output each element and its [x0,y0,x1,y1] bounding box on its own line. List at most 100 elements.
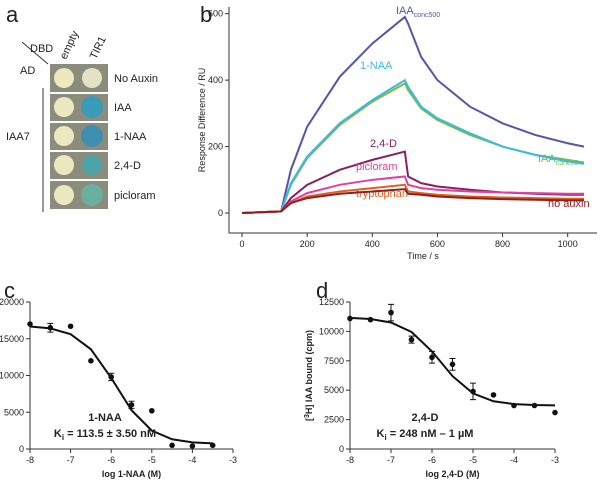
y-tick-label: 200 [208,142,223,152]
data-point [367,316,374,323]
ki-label: K [54,428,62,440]
y-axis-label: [3H] IAA bound (cpm) [304,330,314,421]
row-label: picloram [114,190,156,202]
y-tick-label: 400 [208,75,223,85]
series-sub: conc500 [414,12,441,19]
series-name: IAA [396,5,414,17]
panel-label: b [200,2,212,27]
series-label: no auxin [548,198,590,210]
y-tick-label: 12500 [319,297,344,307]
series-label: 1-NAA [360,60,393,72]
x-tick-label: -6 [107,455,115,465]
x-tick-label: 600 [430,239,445,249]
data-point [429,354,435,361]
group-label: IAA7 [6,131,30,143]
col-header: DBD [30,43,53,55]
x-tick-label: -3 [551,455,559,465]
data-point [552,409,558,416]
y-tick-label: 7500 [324,356,344,366]
data-point [128,402,135,408]
x-tick-label: 800 [495,239,510,249]
series-line [241,78,585,215]
ki-sub: i [384,433,386,442]
fit-curve [29,325,213,445]
row-header: AD [20,65,35,77]
series-sub: conc50 [556,160,579,167]
data-point [388,309,394,316]
x-tick-label: -5 [469,455,477,465]
data-point [531,402,538,409]
ki-label: K [377,428,385,440]
x-tick-label: 200 [300,239,315,249]
y-tick-label: 5000 [324,385,344,395]
y-tick-label: 600 [208,9,223,19]
y-axis-label: Response Difference / RU [197,68,207,172]
x-tick-label: 400 [365,239,380,249]
y-label-part: [ [304,418,314,421]
data-point [408,336,415,343]
x-tick-label: -7 [387,455,395,465]
data-point [108,374,114,380]
panel-label: a [6,2,19,27]
y-tick-label: 0 [218,208,223,218]
data-point [511,402,517,409]
x-axis-label: log 2,4-D (M) [426,469,480,479]
data-point [470,388,476,395]
data-point [347,315,353,322]
y-tick-label: 20000 [0,297,24,307]
series-label: picloram [356,161,398,173]
ki-value: = 113.5 ± 3.50 nM [64,428,156,440]
y-tick-label: 10000 [319,326,344,336]
row-label: IAA [114,102,132,114]
series-label: 2,4-D [370,138,397,150]
data-point [209,442,216,449]
ki-annotation: Ki = 248 nM – 1 µM [377,428,474,442]
series-line [241,188,584,215]
y-tick-label: 2500 [324,415,344,425]
y-tick-label: 0 [339,444,344,454]
data-point [67,323,74,330]
y-label-part: H] IAA bound (cpm) [304,330,314,414]
series-name: 2,4-D [370,138,397,150]
x-tick-label: -4 [510,455,518,465]
plate [50,64,108,209]
x-tick-label: -6 [428,455,436,465]
annotation: 1-NAA [88,412,122,424]
col-label: empty [58,29,82,62]
series-label: IAAconc500 [396,5,440,19]
row-label: 1-NAA [114,131,147,143]
data-point [169,442,175,449]
data-point [88,358,94,364]
series-name: 1-NAA [360,60,393,72]
divider [21,41,49,65]
x-tick-label: -4 [188,455,196,465]
ki-annotation: Ki = 113.5 ± 3.50 nM [54,428,156,442]
x-axis-label: Time / s [407,251,439,261]
annotation: 2,4-D [412,412,439,424]
panel-label: d [316,278,328,303]
x-tick-label: -3 [229,455,237,465]
series-name: picloram [356,161,398,173]
ki-sub: i [62,433,64,442]
series-name: no auxin [548,198,590,210]
data-point [490,392,497,398]
series-line [241,15,585,215]
x-tick-label: -8 [346,455,354,465]
data-point [189,443,196,449]
y-label-sup: 3 [304,414,311,418]
y-tick-label: 5000 [4,407,24,417]
col-label: TIR1 [88,35,109,62]
x-tick-label: -8 [26,455,34,465]
data-point [149,407,155,414]
x-tick-label: 1000 [558,239,578,249]
row-label: No Auxin [114,73,158,85]
data-point [449,361,456,368]
data-point [47,324,54,331]
y-tick-label: 0 [19,444,24,454]
data-point [27,321,33,327]
row-label: 2,4-D [114,160,141,172]
fit-curve [349,316,556,407]
ki-value: = 248 nM – 1 µM [387,428,474,440]
x-tick-label: -5 [148,455,156,465]
